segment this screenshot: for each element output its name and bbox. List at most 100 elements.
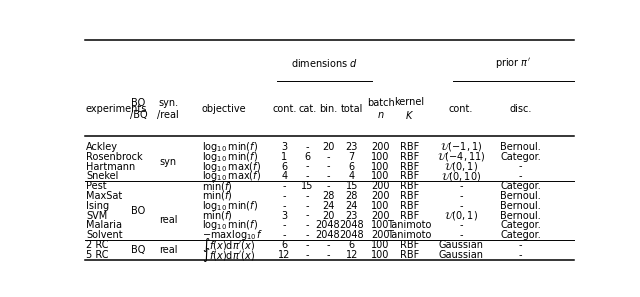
Text: $\int f(x)\mathrm{d}\pi'(x)$: $\int f(x)\mathrm{d}\pi'(x)$ [202, 236, 255, 254]
Text: SVM: SVM [86, 211, 108, 221]
Text: Tanimoto: Tanimoto [387, 230, 431, 240]
Text: $\min(f)$: $\min(f)$ [202, 209, 232, 222]
Text: RBF: RBF [400, 191, 419, 201]
Text: Gaussian: Gaussian [438, 240, 483, 250]
Text: 28: 28 [346, 191, 358, 201]
Text: 4: 4 [349, 171, 355, 181]
Text: dimensions $d$: dimensions $d$ [291, 57, 358, 69]
Text: 5 RC: 5 RC [86, 250, 108, 260]
Text: $\mathcal{U}(0,1)$: $\mathcal{U}(0,1)$ [444, 160, 478, 173]
Text: -: - [283, 220, 286, 230]
Text: 3: 3 [282, 142, 287, 152]
Text: 7: 7 [349, 152, 355, 162]
Text: 6: 6 [282, 240, 287, 250]
Text: batch
$n$: batch $n$ [367, 98, 394, 120]
Text: RBF: RBF [400, 201, 419, 211]
Text: bin.: bin. [319, 104, 337, 114]
Text: Bernoul.: Bernoul. [500, 191, 541, 201]
Text: 23: 23 [346, 142, 358, 152]
Text: 6: 6 [349, 162, 355, 171]
Text: $\log_{10}\max(f)$: $\log_{10}\max(f)$ [202, 169, 260, 183]
Text: Snekel: Snekel [86, 171, 118, 181]
Text: 200: 200 [371, 211, 390, 221]
Text: $\log_{10}\min(f)$: $\log_{10}\min(f)$ [202, 140, 257, 154]
Text: 20: 20 [322, 142, 334, 152]
Text: -: - [518, 250, 522, 260]
Text: 28: 28 [322, 191, 334, 201]
Text: 200: 200 [371, 191, 390, 201]
Text: 2048: 2048 [339, 230, 364, 240]
Text: -: - [326, 250, 330, 260]
Text: 100: 100 [371, 240, 390, 250]
Text: Rosenbrock: Rosenbrock [86, 152, 143, 162]
Text: $\mathcal{U}(-4,11)$: $\mathcal{U}(-4,11)$ [436, 150, 485, 163]
Text: -: - [459, 191, 463, 201]
Text: -: - [305, 162, 309, 171]
Text: RBF: RBF [400, 250, 419, 260]
Text: 2048: 2048 [316, 220, 340, 230]
Text: 3: 3 [282, 211, 287, 221]
Text: -: - [326, 181, 330, 191]
Text: Bernoul.: Bernoul. [500, 211, 541, 221]
Text: BO
/BQ: BO /BQ [130, 98, 147, 120]
Text: $\log_{10}\min(f)$: $\log_{10}\min(f)$ [202, 218, 257, 233]
Text: 15: 15 [301, 181, 314, 191]
Text: -: - [305, 201, 309, 211]
Text: 2 RC: 2 RC [86, 240, 108, 250]
Text: 100: 100 [371, 201, 390, 211]
Text: 24: 24 [322, 201, 334, 211]
Text: -: - [305, 142, 309, 152]
Text: -: - [305, 250, 309, 260]
Text: 100: 100 [371, 162, 390, 171]
Text: 6: 6 [282, 162, 287, 171]
Text: 200: 200 [371, 230, 390, 240]
Text: real: real [159, 216, 177, 225]
Text: BQ: BQ [131, 245, 146, 255]
Text: Solvent: Solvent [86, 230, 123, 240]
Text: -: - [305, 211, 309, 221]
Text: RBF: RBF [400, 171, 419, 181]
Text: -: - [459, 181, 463, 191]
Text: $\log_{10}\min(f)$: $\log_{10}\min(f)$ [202, 199, 257, 213]
Text: Categor.: Categor. [500, 230, 541, 240]
Text: RBF: RBF [400, 240, 419, 250]
Text: 12: 12 [278, 250, 291, 260]
Text: RBF: RBF [400, 211, 419, 221]
Text: -: - [305, 230, 309, 240]
Text: -: - [305, 191, 309, 201]
Text: objective: objective [202, 104, 246, 114]
Text: 4: 4 [282, 171, 287, 181]
Text: real: real [159, 245, 177, 255]
Text: -: - [305, 220, 309, 230]
Text: 23: 23 [346, 211, 358, 221]
Text: 2048: 2048 [339, 220, 364, 230]
Text: $\mathcal{U}(0,1)$: $\mathcal{U}(0,1)$ [444, 209, 478, 222]
Text: Ackley: Ackley [86, 142, 118, 152]
Text: -: - [518, 240, 522, 250]
Text: -: - [326, 240, 330, 250]
Text: -: - [283, 201, 286, 211]
Text: Categor.: Categor. [500, 181, 541, 191]
Text: disc.: disc. [509, 104, 532, 114]
Text: $\min(f)$: $\min(f)$ [202, 189, 232, 203]
Text: 100: 100 [371, 171, 390, 181]
Text: -: - [459, 230, 463, 240]
Text: -: - [459, 220, 463, 230]
Text: 20: 20 [322, 211, 334, 221]
Text: Gaussian: Gaussian [438, 250, 483, 260]
Text: cont.: cont. [272, 104, 296, 114]
Text: $-\max\log_{10} f$: $-\max\log_{10} f$ [202, 228, 263, 242]
Text: experiments: experiments [86, 104, 147, 114]
Text: $\min(f)$: $\min(f)$ [202, 180, 232, 193]
Text: 2048: 2048 [316, 230, 340, 240]
Text: kernel
$K$: kernel $K$ [394, 97, 424, 121]
Text: -: - [459, 201, 463, 211]
Text: 100: 100 [371, 152, 390, 162]
Text: -: - [326, 171, 330, 181]
Text: -: - [305, 240, 309, 250]
Text: cat.: cat. [298, 104, 316, 114]
Text: 15: 15 [346, 181, 358, 191]
Text: 200: 200 [371, 142, 390, 152]
Text: BO: BO [131, 206, 146, 216]
Text: 24: 24 [346, 201, 358, 211]
